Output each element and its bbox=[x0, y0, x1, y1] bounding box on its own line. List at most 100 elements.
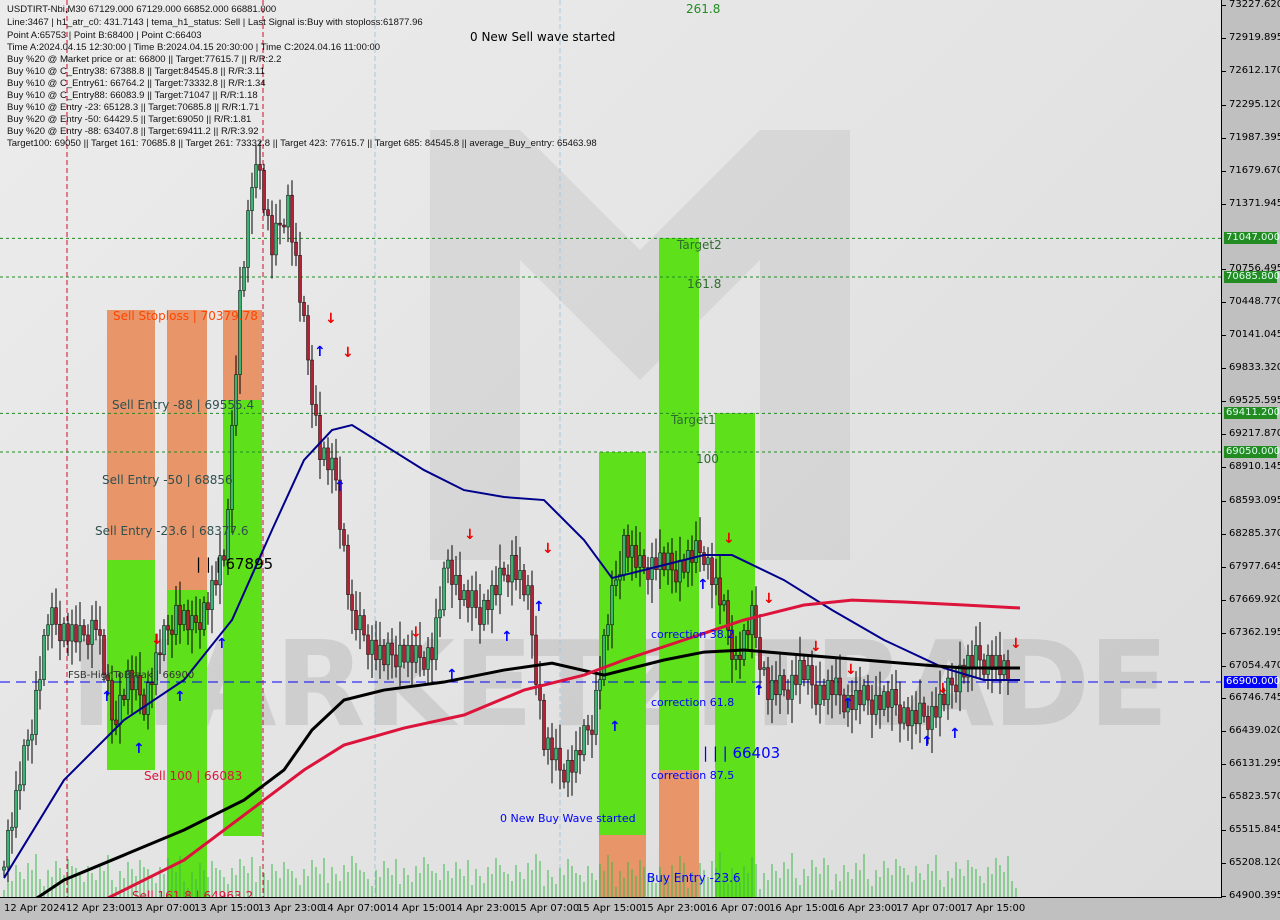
candle-body bbox=[278, 222, 282, 226]
candle-body bbox=[546, 737, 550, 750]
candle-body bbox=[178, 604, 182, 625]
price-tick-label: 71371.945 bbox=[1229, 197, 1280, 209]
sell-161-label: Sell 161.8 | 64963.2 bbox=[132, 889, 254, 898]
candle-body bbox=[938, 693, 942, 718]
candle-body bbox=[198, 622, 202, 630]
candle-body bbox=[390, 642, 394, 656]
buy-arrow-icon: ↑ bbox=[446, 667, 458, 683]
candle-body bbox=[94, 619, 98, 630]
candle-body bbox=[10, 826, 14, 831]
price-tick-label: 66131.295 bbox=[1229, 758, 1280, 770]
candle-body bbox=[122, 694, 126, 700]
candle-body bbox=[206, 602, 210, 610]
candle-body bbox=[482, 599, 486, 625]
candle-body bbox=[2, 866, 6, 871]
candle-body bbox=[782, 675, 786, 691]
candle-body bbox=[786, 689, 790, 700]
candle-body bbox=[110, 680, 114, 721]
price-tick bbox=[1222, 70, 1226, 72]
candle-body bbox=[246, 210, 250, 268]
level-price-tag: 69411.200 bbox=[1224, 407, 1280, 420]
buy-arrow-icon: ↑ bbox=[697, 577, 709, 593]
sell-arrow-icon: ↓ bbox=[464, 527, 476, 543]
time-tick-label: 15 Apr 23:00 bbox=[641, 903, 707, 914]
candle-body bbox=[518, 570, 522, 580]
candle-body bbox=[190, 615, 194, 631]
candle-body bbox=[294, 241, 298, 256]
buy-entry-label: Buy Entry -23.6 bbox=[647, 871, 741, 885]
candle-body bbox=[326, 447, 330, 471]
candle-body bbox=[830, 680, 834, 696]
candle-body bbox=[862, 685, 866, 706]
candle-body bbox=[266, 209, 270, 216]
candle-body bbox=[670, 552, 674, 571]
sell-arrow-icon: ↓ bbox=[845, 662, 857, 678]
price-tick bbox=[1222, 797, 1226, 799]
candle-body bbox=[134, 675, 138, 691]
candle-body bbox=[46, 624, 50, 636]
candle-body bbox=[810, 665, 814, 686]
candle-body bbox=[114, 719, 118, 725]
header-line-11: Buy %20 @ Entry -88: 63407.8 || Target:6… bbox=[7, 126, 259, 137]
candle-body bbox=[818, 684, 822, 705]
buy-wave-label: 0 New Buy Wave started bbox=[500, 812, 636, 825]
header-line-6: Buy %10 @ C_Entry38: 67388.8 || Target:8… bbox=[7, 66, 265, 77]
candle-body bbox=[534, 634, 538, 685]
candle-body bbox=[978, 645, 982, 661]
price-tick bbox=[1222, 368, 1226, 370]
candle-body bbox=[170, 629, 174, 635]
sell-arrow-icon: ↓ bbox=[410, 625, 422, 641]
candle-body bbox=[362, 615, 366, 636]
candle-body bbox=[806, 665, 810, 681]
candle-body bbox=[610, 585, 614, 626]
target1-label: Target1 bbox=[671, 413, 716, 427]
level-66403-label: | | | 66403 bbox=[703, 744, 781, 762]
candle-body bbox=[570, 760, 574, 773]
price-tick-label: 65515.845 bbox=[1229, 824, 1280, 836]
candle-body bbox=[882, 691, 886, 710]
candle-body bbox=[834, 677, 838, 696]
sell-zone-1 bbox=[107, 310, 155, 560]
candle-body bbox=[70, 624, 74, 642]
candle-body bbox=[34, 689, 38, 735]
chart-plot-area[interactable]: MARKETZITRADE USDTIRT-Nbi,M30 67129.000 … bbox=[0, 0, 1222, 898]
candle-body bbox=[770, 680, 774, 700]
candle-body bbox=[502, 567, 506, 576]
price-tick bbox=[1222, 401, 1226, 403]
candle-body bbox=[874, 694, 878, 715]
candle-body bbox=[906, 707, 910, 727]
candle-body bbox=[914, 710, 918, 724]
candle-body bbox=[766, 667, 770, 700]
candle-body bbox=[922, 702, 926, 717]
candle-body bbox=[258, 164, 262, 171]
sell-arrow-icon: ↓ bbox=[342, 345, 354, 361]
buy-arrow-icon: ↑ bbox=[753, 683, 765, 699]
price-tick-label: 68910.145 bbox=[1229, 460, 1280, 472]
price-tick bbox=[1222, 764, 1226, 766]
price-tick bbox=[1222, 830, 1226, 832]
price-tick bbox=[1222, 137, 1226, 139]
candle-body bbox=[762, 667, 766, 670]
candle-body bbox=[398, 644, 402, 668]
candle-body bbox=[850, 694, 854, 710]
candle-body bbox=[342, 529, 346, 546]
candle-body bbox=[594, 689, 598, 735]
candle-body bbox=[890, 689, 894, 708]
candle-body bbox=[62, 623, 66, 642]
level-price-tag: 71047.000 bbox=[1224, 232, 1280, 245]
candle-body bbox=[790, 674, 794, 700]
candle-body bbox=[774, 680, 778, 696]
time-tick-label: 16 Apr 23:00 bbox=[832, 903, 898, 914]
candle-body bbox=[682, 559, 686, 573]
candle-body bbox=[966, 655, 970, 678]
sell-level-67895-label: | | | 67895 bbox=[196, 555, 274, 573]
candle-body bbox=[746, 630, 750, 636]
candle-body bbox=[98, 629, 102, 636]
level-price-tag: 70685.800 bbox=[1224, 270, 1280, 283]
candle-body bbox=[454, 575, 458, 585]
candle-body bbox=[814, 684, 818, 705]
price-tick bbox=[1222, 434, 1226, 436]
sell-zone-3 bbox=[223, 310, 262, 400]
candle-body bbox=[298, 255, 302, 303]
price-tick-label: 70448.770 bbox=[1229, 296, 1280, 308]
